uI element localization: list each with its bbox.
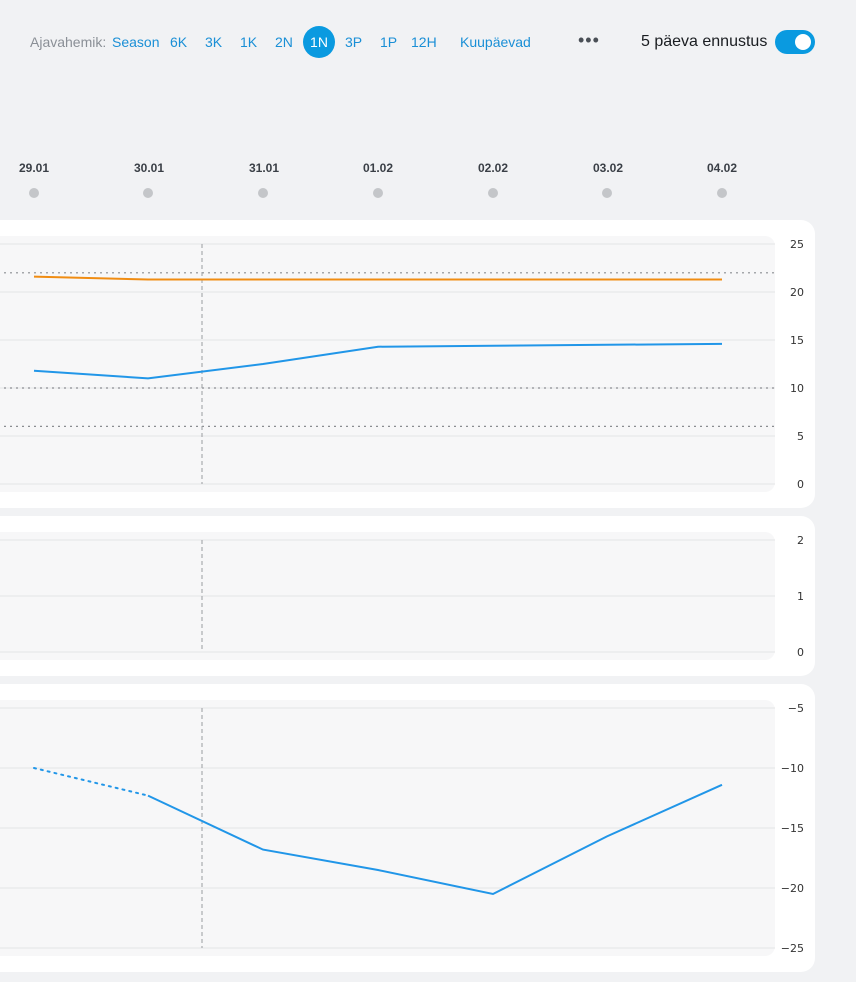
chart-1: 25 20 15 10 5 0 (0, 236, 804, 492)
y-tick-label: −25 (781, 942, 804, 955)
date-label: 01.02 (362, 161, 394, 175)
plot-area (0, 236, 775, 492)
y-tick-label: 5 (797, 430, 804, 443)
chart-panel-1: 25 20 15 10 5 0 (0, 220, 815, 508)
date-marker[interactable] (602, 188, 612, 198)
forecast-label: 5 päeva ennustus (641, 33, 768, 50)
y-tick-label: 10 (790, 382, 804, 395)
date-label: 30.01 (133, 161, 165, 175)
toggle-knob (795, 34, 811, 50)
series-line (33, 342, 723, 380)
range-12h-button[interactable]: 12H (411, 34, 437, 50)
y-tick-label: 1 (797, 590, 804, 603)
range-1n-button[interactable]: 1N (303, 26, 335, 58)
range-2n-button[interactable]: 2N (275, 34, 293, 50)
range-1k-button[interactable]: 1K (240, 34, 258, 50)
date-marker[interactable] (29, 188, 39, 198)
y-tick-label: 15 (790, 334, 804, 347)
y-tick-label: −15 (781, 822, 804, 835)
time-range-label: Ajavahemik: (30, 34, 107, 50)
range-3k-button[interactable]: 3K (205, 34, 223, 50)
more-options-button[interactable]: ••• (578, 30, 600, 50)
date-marker[interactable] (488, 188, 498, 198)
date-label: 31.01 (248, 161, 280, 175)
date-marker[interactable] (258, 188, 268, 198)
range-3p-button[interactable]: 3P (345, 34, 363, 50)
chart-panel-3: −5 −10 −15 −20 −25 (0, 684, 815, 972)
range-dates-button[interactable]: Kuupäevad (460, 34, 531, 50)
range-1p-button[interactable]: 1P (380, 34, 398, 50)
chart-2: 2 1 0 (0, 532, 804, 660)
y-tick-label: 2 (797, 534, 804, 547)
date-marker[interactable] (143, 188, 153, 198)
y-tick-label: 20 (790, 286, 804, 299)
y-tick-label: 25 (790, 238, 804, 251)
y-tick-label: −20 (781, 882, 804, 895)
toolbar: Ajavahemik: Season 6K 3K 1K 2N 1N 3P 1P … (0, 0, 856, 84)
range-6k-button[interactable]: 6K (170, 34, 188, 50)
forecast-toggle[interactable] (775, 30, 815, 54)
date-label: 03.02 (592, 161, 624, 175)
date-label: 04.02 (706, 161, 738, 175)
date-marker[interactable] (373, 188, 383, 198)
y-tick-label: 0 (797, 646, 804, 659)
y-tick-label: −5 (788, 702, 804, 715)
date-label: 29.01 (18, 161, 50, 175)
range-season-button[interactable]: Season (112, 34, 160, 50)
chart-3: −5 −10 −15 −20 −25 (0, 700, 804, 956)
y-tick-label: −10 (781, 762, 804, 775)
y-tick-label: 0 (797, 478, 804, 491)
series-line (147, 783, 723, 896)
date-marker[interactable] (717, 188, 727, 198)
date-label: 02.02 (477, 161, 509, 175)
series-line-history (33, 767, 149, 797)
chart-panel-2: 2 1 0 (0, 516, 815, 676)
series-line (33, 275, 722, 281)
